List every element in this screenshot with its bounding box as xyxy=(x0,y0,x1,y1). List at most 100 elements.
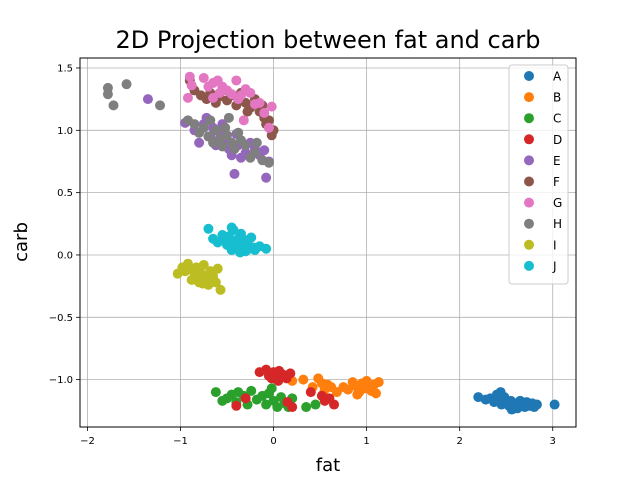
data-point xyxy=(263,157,274,168)
data-point xyxy=(229,144,240,155)
data-point xyxy=(229,168,240,179)
legend-marker xyxy=(524,260,534,271)
data-point xyxy=(259,145,270,156)
series-D xyxy=(231,364,340,413)
data-point xyxy=(142,94,153,105)
legend-label: F xyxy=(553,175,560,189)
data-point xyxy=(263,115,274,126)
legend-marker xyxy=(524,197,534,208)
legend-item-I: I xyxy=(524,238,557,252)
y-tick-label: −0.5 xyxy=(49,313,73,324)
data-point xyxy=(186,274,197,285)
data-point xyxy=(231,75,242,86)
series-G xyxy=(182,71,277,133)
series-A xyxy=(473,387,560,415)
legend-marker xyxy=(524,92,534,103)
data-point xyxy=(210,125,221,136)
chart-title: 2D Projection between fat and carb xyxy=(115,26,540,54)
legend-item-H: H xyxy=(524,217,562,231)
data-point xyxy=(251,137,262,148)
data-point xyxy=(108,100,119,111)
data-point xyxy=(343,384,354,395)
data-points xyxy=(102,71,560,415)
legend-item-G: G xyxy=(524,196,562,210)
legend-marker xyxy=(524,113,534,124)
data-point xyxy=(226,222,237,233)
data-point xyxy=(215,284,226,295)
data-point xyxy=(266,373,277,384)
data-point xyxy=(207,274,218,285)
legend-label: G xyxy=(553,196,562,210)
series-I xyxy=(172,258,226,295)
y-tick-label: −1.0 xyxy=(49,375,73,386)
data-point xyxy=(263,122,274,133)
data-point xyxy=(231,400,242,411)
data-point xyxy=(266,101,277,112)
data-point xyxy=(198,72,209,83)
plot-frame xyxy=(79,57,577,428)
data-point xyxy=(222,130,233,141)
legend-label: D xyxy=(553,133,562,147)
data-point xyxy=(194,137,205,148)
data-point xyxy=(205,115,216,126)
data-point xyxy=(272,402,283,413)
x-tick-label: −1 xyxy=(173,436,188,447)
series-J xyxy=(203,222,272,258)
data-point xyxy=(261,172,272,183)
data-point xyxy=(240,393,251,404)
y-tick-label: 1.5 xyxy=(57,63,73,74)
legend-marker xyxy=(524,134,534,145)
legend-label: E xyxy=(553,154,561,168)
legend-label: B xyxy=(553,91,561,105)
legend-label: H xyxy=(553,217,562,231)
legend-item-D: D xyxy=(524,133,562,147)
data-point xyxy=(198,122,209,133)
axis-ticks: −2 −1 0 1 2 3 −1.0 −0.5 0.0 0.5 1.0 1.5 xyxy=(49,63,556,447)
data-point xyxy=(240,140,251,151)
data-point xyxy=(197,278,208,289)
data-point xyxy=(217,141,228,152)
data-point xyxy=(246,232,257,243)
data-point xyxy=(210,387,221,398)
legend-item-E: E xyxy=(524,154,561,168)
data-point xyxy=(102,89,113,100)
data-point xyxy=(298,374,309,385)
data-point xyxy=(310,399,321,410)
legend-box xyxy=(508,64,569,285)
data-point xyxy=(212,263,223,274)
data-point xyxy=(259,107,270,118)
data-point xyxy=(208,92,219,103)
legend-marker xyxy=(524,176,534,187)
data-point xyxy=(189,119,200,130)
x-tick-label: 0 xyxy=(270,436,276,447)
data-point xyxy=(184,71,195,82)
series-H xyxy=(102,79,274,168)
x-tick-label: −2 xyxy=(80,436,95,447)
data-point xyxy=(370,388,381,399)
legend-item-C: C xyxy=(524,112,561,126)
data-point xyxy=(261,399,272,410)
legend-label: J xyxy=(552,259,557,273)
data-point xyxy=(254,97,265,108)
y-tick-label: 1.0 xyxy=(57,126,73,137)
data-point xyxy=(266,383,277,394)
data-point xyxy=(223,112,234,123)
y-tick-label: 0.5 xyxy=(57,188,73,199)
data-point xyxy=(282,397,293,408)
legend-marker xyxy=(524,218,534,229)
legend-item-J: J xyxy=(524,259,557,273)
data-point xyxy=(238,115,249,126)
data-point xyxy=(182,92,193,103)
data-point xyxy=(495,387,506,398)
legend-label: A xyxy=(553,70,562,84)
data-point xyxy=(285,368,296,379)
data-point xyxy=(121,79,132,90)
x-tick-label: 2 xyxy=(456,436,462,447)
x-axis-label: fat xyxy=(316,455,340,476)
data-point xyxy=(352,389,363,400)
data-point xyxy=(220,122,231,133)
data-point xyxy=(217,395,228,406)
data-point xyxy=(329,399,340,410)
